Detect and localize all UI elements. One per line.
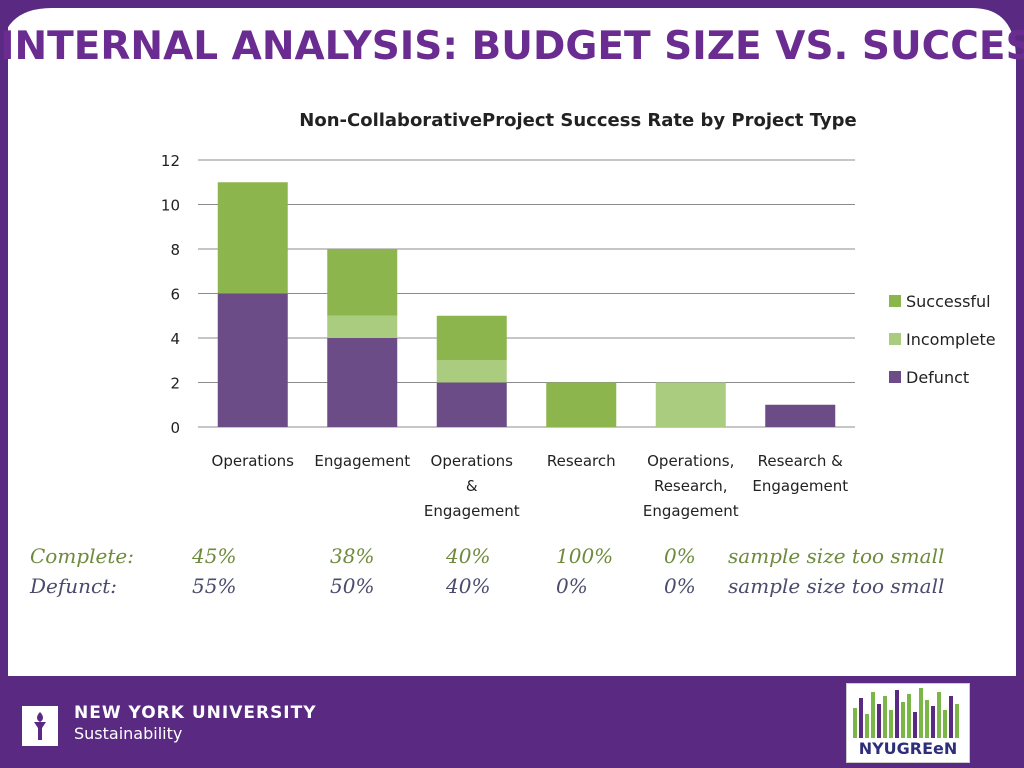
x-tick-label: Research & xyxy=(758,452,844,470)
green-logo-text: NYUGREeN xyxy=(858,739,958,758)
complete-value: 0% xyxy=(664,544,696,568)
y-tick-label: 0 xyxy=(170,419,180,437)
x-tick-label: Engagement xyxy=(314,452,410,470)
torch-icon xyxy=(34,712,46,740)
x-tick-label: Engagement xyxy=(424,502,520,520)
x-tick-label: & xyxy=(466,477,478,495)
y-tick-label: 12 xyxy=(161,152,180,170)
bar-segment-successful xyxy=(436,315,507,361)
complete-value: sample size too small xyxy=(728,544,945,568)
complete-value: 100% xyxy=(556,544,614,568)
x-tick-label: Research xyxy=(547,452,616,470)
complete-row: Complete: 45% 38% 40% 100% 0% sample siz… xyxy=(30,544,970,574)
y-tick-label: 6 xyxy=(170,286,180,304)
legend-label: Successful xyxy=(906,292,991,311)
defunct-value: sample size too small xyxy=(728,574,945,598)
legend-swatch xyxy=(889,371,901,383)
x-tick-label: Operations xyxy=(212,452,295,470)
nyu-torch-logo xyxy=(22,706,58,746)
complete-label: Complete: xyxy=(30,544,134,568)
bar-segment-defunct xyxy=(436,382,507,427)
defunct-value: 50% xyxy=(330,574,375,598)
y-tick-label: 10 xyxy=(161,197,180,215)
defunct-value: 40% xyxy=(446,574,491,598)
y-tick-label: 8 xyxy=(170,241,180,259)
legend-swatch xyxy=(889,333,901,345)
defunct-row: Defunct: 55% 50% 40% 0% 0% sample size t… xyxy=(30,574,970,604)
stacked-bar-chart: Non-CollaborativeProject Success Rate by… xyxy=(161,110,996,520)
department-name: Sustainability xyxy=(74,724,183,743)
stats-table: Complete: 45% 38% 40% 100% 0% sample siz… xyxy=(30,544,970,604)
x-tick-label: Research, xyxy=(654,477,728,495)
legend-swatch xyxy=(889,295,901,307)
x-tick-label: Operations, xyxy=(647,452,734,470)
chart-title: Non-CollaborativeProject Success Rate by… xyxy=(299,110,856,131)
defunct-label: Defunct: xyxy=(30,574,118,598)
bar-segment-incomplete xyxy=(327,315,398,338)
bar-segment-incomplete xyxy=(436,360,507,383)
complete-value: 38% xyxy=(330,544,375,568)
bar-segment-defunct xyxy=(765,404,836,427)
defunct-value: 0% xyxy=(664,574,696,598)
green-bars-icon xyxy=(853,688,959,738)
x-tick-label: Engagement xyxy=(752,477,848,495)
bar-segment-successful xyxy=(217,182,288,294)
x-tick-label: Engagement xyxy=(643,502,739,520)
nyu-green-logo: NYUGREeN xyxy=(846,683,970,763)
y-tick-label: 4 xyxy=(170,330,180,348)
bar-segment-incomplete xyxy=(655,382,726,427)
bar-segment-successful xyxy=(546,382,617,427)
complete-value: 40% xyxy=(446,544,491,568)
bar-segment-defunct xyxy=(327,338,398,427)
legend-label: Defunct xyxy=(906,368,969,387)
defunct-value: 0% xyxy=(556,574,588,598)
y-tick-label: 2 xyxy=(170,375,180,393)
complete-value: 45% xyxy=(192,544,237,568)
legend-label: Incomplete xyxy=(906,330,996,349)
x-tick-label: Operations xyxy=(431,452,514,470)
defunct-value: 55% xyxy=(192,574,237,598)
university-name: NEW YORK UNIVERSITY xyxy=(74,703,317,723)
bar-segment-defunct xyxy=(217,293,288,427)
slide-title: INTERNAL ANALYSIS: BUDGET SIZE VS. SUCCE… xyxy=(0,24,1024,69)
bar-segment-successful xyxy=(327,249,398,316)
